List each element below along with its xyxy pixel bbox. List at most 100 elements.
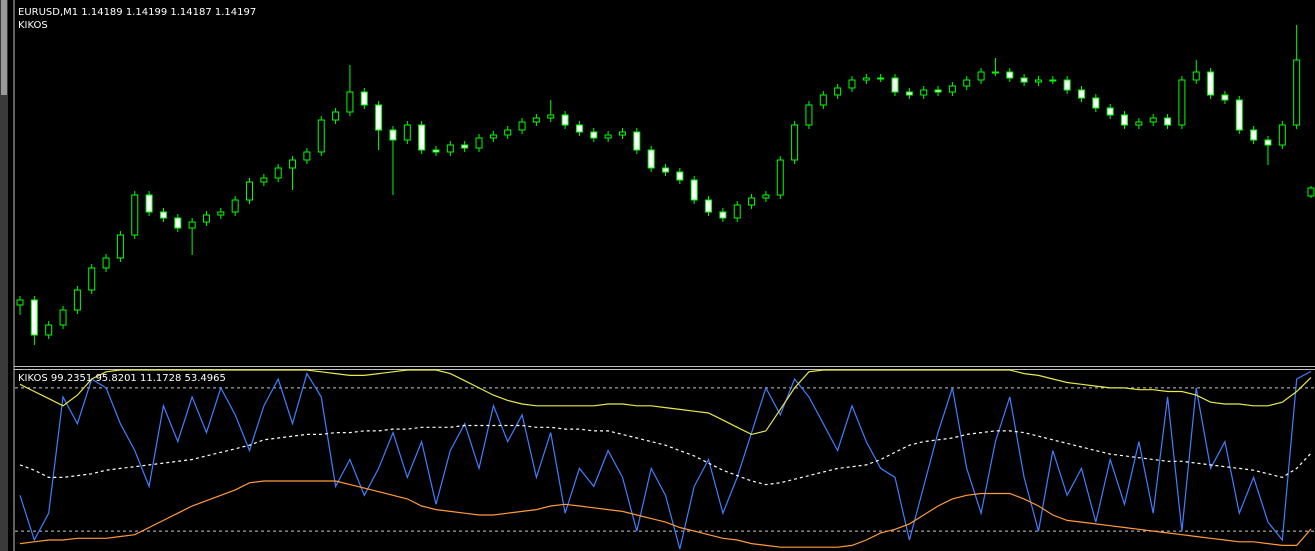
candle-body	[590, 131, 598, 139]
candle-body	[762, 194, 770, 199]
candle-body	[604, 134, 612, 139]
scroll-thumb	[1, 0, 7, 95]
candle-body	[948, 85, 956, 93]
candle-body	[1092, 97, 1100, 109]
candle-body	[1135, 121, 1143, 126]
candle-body	[16, 299, 24, 306]
price-panel	[16, 25, 1315, 345]
candle-body	[432, 149, 440, 153]
chart-subtitle: KIKOS	[18, 20, 48, 31]
candle-body	[202, 214, 210, 223]
candle-body	[1164, 117, 1172, 126]
candle-body	[289, 159, 297, 169]
candle-body	[819, 94, 827, 106]
candle-body	[418, 124, 426, 151]
candle-body	[575, 124, 583, 133]
candle-body	[1063, 79, 1071, 91]
candle-body	[332, 111, 340, 121]
candle-body	[145, 194, 153, 213]
candle-body	[934, 89, 942, 93]
candle-body	[446, 144, 454, 153]
candle-body	[1049, 79, 1057, 82]
candle-body	[346, 91, 354, 113]
candle-body	[1264, 139, 1272, 146]
candle-body	[848, 79, 856, 89]
candle-body	[963, 79, 971, 87]
candle-body	[116, 234, 124, 259]
candle-body	[102, 257, 110, 269]
candle-body	[231, 199, 239, 213]
candle-body	[1221, 94, 1229, 101]
candle-body	[30, 299, 38, 336]
candle-body	[1293, 59, 1301, 126]
indicator-line	[19, 370, 1312, 550]
candle-body	[1077, 89, 1085, 99]
candle-body	[518, 121, 526, 131]
indicator-line	[19, 480, 1312, 548]
candle-body	[274, 167, 282, 179]
candle-body	[260, 177, 268, 183]
candle-body	[475, 137, 483, 149]
candle-body	[1250, 129, 1258, 141]
candle-body	[618, 131, 626, 136]
candle-body	[862, 77, 870, 81]
candle-body	[905, 91, 913, 96]
candle-body	[188, 221, 196, 229]
indicator-line	[19, 369, 1312, 436]
indicator-title: KIKOS 99.2351 95.8201 11.1728 53.4965	[18, 373, 226, 384]
candle-body	[920, 89, 928, 96]
candle-body	[73, 289, 81, 311]
candle-body	[719, 211, 727, 219]
candle-body	[561, 114, 569, 126]
candle-body	[547, 114, 555, 119]
candle-body	[991, 71, 999, 74]
candle-body	[1121, 114, 1129, 126]
candle-body	[45, 324, 53, 336]
candle-body	[733, 204, 741, 219]
candle-body	[1006, 71, 1014, 79]
candle-body	[1034, 79, 1042, 83]
candle-body	[633, 131, 641, 151]
candle-body	[489, 134, 497, 139]
candle-body	[805, 104, 813, 126]
candle-body	[690, 179, 698, 201]
candle-body	[317, 119, 325, 153]
candle-body	[504, 129, 512, 136]
candle-body	[1178, 79, 1186, 126]
candle-body	[403, 124, 411, 141]
candle-body	[1278, 124, 1286, 146]
candle-body	[59, 309, 67, 326]
candle-body	[303, 151, 311, 161]
candle-body	[977, 71, 985, 81]
candle-body	[389, 129, 397, 141]
candle-body	[1207, 71, 1215, 96]
indicator-line	[19, 424, 1312, 486]
candle-body	[1235, 99, 1243, 131]
candle-body	[1106, 107, 1114, 116]
candle-body	[461, 144, 469, 149]
candle-body	[88, 267, 96, 291]
candle-body	[776, 159, 784, 196]
candle-body	[375, 104, 383, 131]
candle-body	[532, 117, 540, 123]
candle-body	[1192, 71, 1200, 81]
candle-body	[705, 199, 713, 213]
left-strip	[0, 0, 8, 551]
candle-body	[647, 149, 655, 169]
candle-body	[1020, 77, 1028, 83]
chart-title: EURUSD,M1 1.14189 1.14199 1.14187 1.1419…	[18, 7, 256, 18]
candle-body	[834, 87, 842, 96]
candle-body	[791, 124, 799, 161]
candle-body	[159, 211, 167, 219]
indicator-panel	[15, 369, 1315, 550]
candle-body	[877, 77, 885, 80]
candle-body	[1149, 117, 1157, 123]
candle-body	[1307, 187, 1315, 197]
candle-body	[131, 194, 139, 236]
candle-body	[748, 197, 756, 206]
candle-body	[891, 77, 899, 93]
candle-body	[676, 171, 684, 181]
candle-body	[662, 167, 669, 173]
